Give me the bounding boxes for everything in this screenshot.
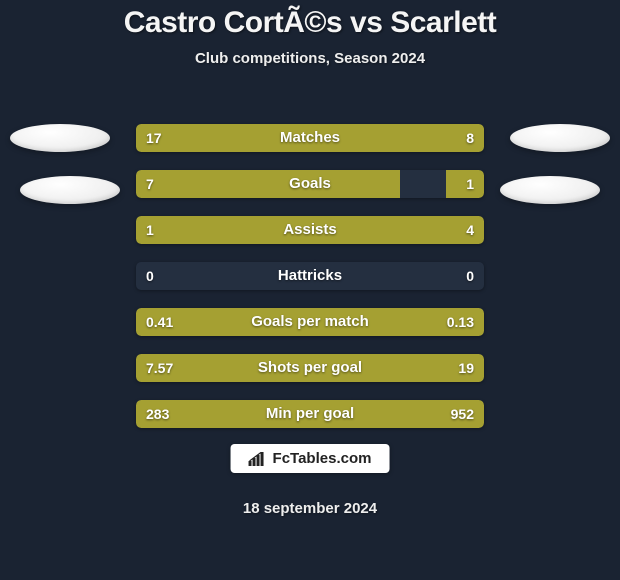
stat-fill-right — [206, 216, 484, 244]
comparison-bars: 178Matches 71Goals 14Assists 0 0Hattricks 0.4… — [136, 124, 484, 446]
page-subtitle: Club competitions, Season 2024 — [0, 50, 620, 67]
stat-fill-left — [136, 170, 400, 198]
stat-fill-left — [136, 124, 373, 152]
stat-row: 14Assists — [136, 216, 484, 244]
stat-fill-right — [400, 308, 484, 336]
stat-value-right: 0 — [466, 262, 474, 290]
page-title: Castro CortÃ©s vs Scarlett — [0, 6, 620, 40]
stat-value-left: 0 — [146, 262, 154, 290]
stat-fill-right — [446, 170, 484, 198]
stat-row: 283952Min per goal — [136, 400, 484, 428]
stat-fill-left — [136, 400, 216, 428]
stat-fill-right — [373, 124, 484, 152]
brand-text: FcTables.com — [273, 450, 372, 467]
chart-icon — [249, 452, 267, 466]
stat-fill-left — [136, 308, 400, 336]
brand-badge: FcTables.com — [231, 444, 390, 473]
stat-fill-left — [136, 354, 233, 382]
stat-fill-right — [233, 354, 484, 382]
stat-row: 178Matches — [136, 124, 484, 152]
stat-fill-left — [136, 216, 206, 244]
avatar-player-left-1 — [10, 124, 110, 152]
stat-row: 71Goals — [136, 170, 484, 198]
stat-fill-right — [216, 400, 484, 428]
stat-row: 0.410.13Goals per match — [136, 308, 484, 336]
stat-row: 7.5719Shots per goal — [136, 354, 484, 382]
stat-row: 0 0Hattricks — [136, 262, 484, 290]
date-text: 18 september 2024 — [0, 500, 620, 517]
stat-label: Hattricks — [136, 262, 484, 290]
avatar-player-right-2 — [500, 176, 600, 204]
avatar-player-right-1 — [510, 124, 610, 152]
avatar-player-left-2 — [20, 176, 120, 204]
